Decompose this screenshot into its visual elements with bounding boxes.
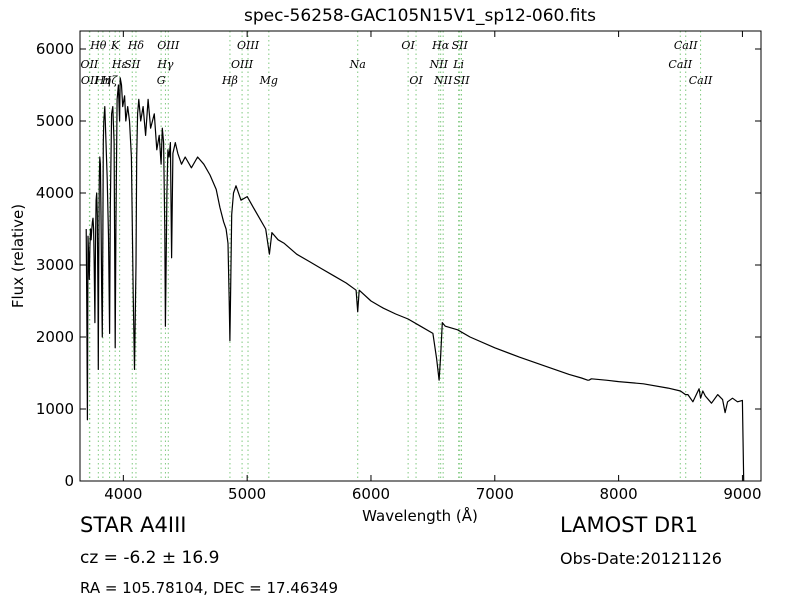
x-tick-label: 5000: [228, 485, 266, 503]
spectral-line-label: OIII: [237, 39, 260, 52]
spectral-line-label: OIII: [231, 58, 254, 71]
spectral-line-label: Hγ: [156, 58, 174, 71]
x-tick-label: 4000: [104, 485, 142, 503]
spectral-line-label: K: [110, 39, 120, 52]
spectral-line-label: OI: [401, 39, 415, 52]
spectral-line-label: Hζ: [101, 74, 119, 87]
spectral-line-label: SII: [453, 74, 470, 87]
spectral-line-label: Hη: [94, 74, 112, 87]
spectral-line-label: Hα: [431, 39, 450, 52]
y-tick-label: 6000: [36, 40, 74, 58]
spectral-line-label: Li: [452, 58, 464, 71]
obs-date-label: Obs-Date:20121126: [560, 549, 722, 568]
spectral-line-label: NII: [429, 58, 449, 71]
spectral-line-label: Hβ: [221, 74, 238, 87]
chart-title: spec-56258-GAC105N15V1_sp12-060.fits: [243, 6, 597, 26]
x-tick-label: 6000: [352, 485, 390, 503]
spectrum-series-group: [85, 77, 745, 482]
spectral-line-label: SII: [124, 58, 141, 71]
y-tick-label: 0: [64, 472, 74, 490]
survey-label: LAMOST DR1: [560, 513, 699, 537]
spectral-line-label: SII: [452, 39, 469, 52]
axis-ticks: 4000 5000 6000 7000 8000 9000 0 1000 2000 3000 400…: [36, 31, 762, 503]
x-tick-label: 8000: [600, 485, 638, 503]
x-axis-label: Wavelength (Å): [362, 506, 478, 525]
spectrum-line: [85, 77, 745, 482]
y-tick-label: 3000: [36, 256, 74, 274]
y-tick-label: 2000: [36, 328, 74, 346]
spectral-line-markers: [88, 31, 702, 481]
spectral-line-label: G: [157, 74, 166, 87]
spectral-line-label: Hε: [111, 58, 128, 71]
spectral-line-label: Hθ: [89, 39, 107, 52]
y-tick-label: 1000: [36, 400, 74, 418]
y-tick-label: 4000: [36, 184, 74, 202]
x-tick-label: 7000: [476, 485, 514, 503]
spectral-line-label: OIII: [157, 39, 180, 52]
spectral-line-label: OII: [81, 74, 99, 87]
plot-frame: [79, 30, 762, 482]
spectral-line-label: NII: [433, 74, 453, 87]
y-tick-label: 5000: [36, 112, 74, 130]
coordinates-label: RA = 105.78104, DEC = 17.46349: [80, 579, 339, 597]
x-tick-label: 9000: [723, 485, 761, 503]
redshift-label: cz = -6.2 ± 16.9: [80, 548, 220, 568]
spectral-line-label: Na: [349, 58, 366, 71]
spectral-line-label: OII: [81, 58, 99, 71]
spectral-line-label: CaII: [689, 74, 713, 87]
spectral-line-label: Hδ: [127, 39, 145, 52]
y-axis-label: Flux (relative): [9, 204, 27, 308]
spectral-line-label: CaII: [668, 58, 692, 71]
spectral-line-label: Mg: [259, 74, 278, 87]
spectral-line-label: CaII: [674, 39, 698, 52]
object-class-label: STAR A4III: [80, 513, 187, 537]
spectral-line-label: OI: [409, 74, 423, 87]
